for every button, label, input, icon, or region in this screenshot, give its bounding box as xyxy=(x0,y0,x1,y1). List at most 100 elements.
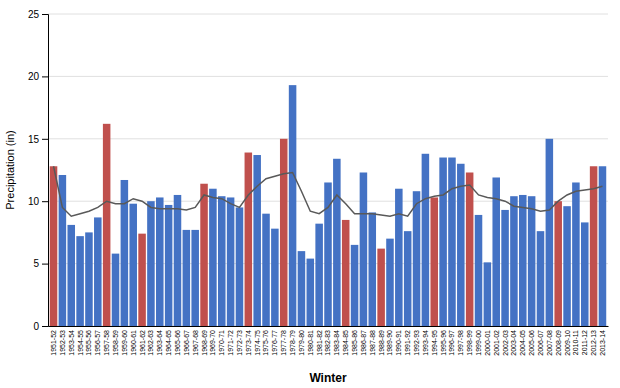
tick-label: 2001-02 xyxy=(493,330,500,356)
tick-label: 1979-80 xyxy=(298,330,305,356)
bar xyxy=(289,85,297,326)
bar xyxy=(245,153,253,326)
tick-label: 1951-52 xyxy=(50,330,57,356)
tick: 1968-69 xyxy=(200,326,207,356)
bar xyxy=(342,220,350,326)
tick-label: 1956-57 xyxy=(94,330,101,356)
tick-label: 1986-87 xyxy=(360,330,367,356)
tick: 1973-74 xyxy=(245,326,252,356)
tick-label: 1954-55 xyxy=(77,330,84,356)
tick: 1997-98 xyxy=(457,326,464,356)
tick-label: 1989-90 xyxy=(386,330,393,356)
tick-label: 2005-06 xyxy=(528,330,535,356)
bar xyxy=(174,195,182,326)
tick: 1990-91 xyxy=(395,326,402,356)
bar xyxy=(315,224,323,326)
tick: 2000-01 xyxy=(484,326,491,356)
tick: 1996-97 xyxy=(448,326,455,356)
bar xyxy=(369,212,377,326)
tick: 1974-75 xyxy=(254,326,261,356)
tick-label: 1980-81 xyxy=(307,330,314,356)
chart: 1951-521952-531953-541954-551955-561956-… xyxy=(0,0,620,388)
tick-mark xyxy=(42,264,48,265)
grid-line xyxy=(48,76,608,77)
tick: 1972-73 xyxy=(236,326,243,356)
bar xyxy=(572,182,580,326)
tick: 1975-76 xyxy=(262,326,269,356)
tick-mark xyxy=(42,326,48,327)
x-axis-title: Winter xyxy=(309,371,347,385)
tick: 1959-60 xyxy=(121,326,128,356)
tick: 2006-07 xyxy=(537,326,544,356)
tick-label: 1978-79 xyxy=(289,330,296,356)
bar xyxy=(422,154,430,326)
tick-label: 1990-91 xyxy=(395,330,402,356)
tick: 1979-80 xyxy=(298,326,305,356)
tick: 1994-95 xyxy=(431,326,438,356)
tick-label: 1962-63 xyxy=(147,330,154,356)
bar xyxy=(209,189,217,326)
bar xyxy=(448,158,456,326)
bar xyxy=(484,262,492,326)
tick: 2011-12 xyxy=(581,326,588,355)
bar xyxy=(386,239,394,326)
tick-label: 1981-82 xyxy=(316,330,323,356)
tick-label: 1991-92 xyxy=(404,330,411,356)
tick: 1989-90 xyxy=(386,326,393,356)
tick-label: 2013-14 xyxy=(599,330,606,356)
tick: 2004-05 xyxy=(519,326,526,356)
bar xyxy=(333,159,341,326)
tick: 1995-96 xyxy=(440,326,447,356)
tick-label: 2008-09 xyxy=(555,330,562,356)
tick-label: 1984-85 xyxy=(342,330,349,356)
bar xyxy=(200,184,208,326)
tick-label: 2006-07 xyxy=(537,330,544,356)
tick-label: 1963-64 xyxy=(156,330,163,356)
bar xyxy=(147,201,155,326)
bar xyxy=(271,229,279,326)
tick-label: 20 xyxy=(28,71,40,82)
trend-line xyxy=(54,166,603,216)
tick: 1967-68 xyxy=(192,326,199,356)
tick: 2008-09 xyxy=(555,326,562,356)
tick: 20 xyxy=(28,71,48,82)
tick-label: 1968-69 xyxy=(200,330,207,356)
bar xyxy=(510,196,518,326)
tick: 1960-61 xyxy=(130,326,137,356)
tick-mark xyxy=(42,14,48,15)
tick: 1977-78 xyxy=(280,326,287,356)
bar xyxy=(528,196,536,326)
tick: 1982-83 xyxy=(324,326,331,356)
tick: 2010-11 xyxy=(572,326,579,355)
tick-label: 1964-65 xyxy=(165,330,172,356)
bar xyxy=(50,166,58,326)
bar xyxy=(413,191,421,326)
tick: 1984-85 xyxy=(342,326,349,356)
tick: 1976-77 xyxy=(271,326,278,356)
bars xyxy=(50,85,606,326)
grid-line xyxy=(48,138,608,139)
y-axis-title: Precipitation (in) xyxy=(4,130,16,209)
tick-label: 1995-96 xyxy=(440,330,447,356)
tick-label: 1983-84 xyxy=(333,330,340,356)
tick: 1991-92 xyxy=(404,326,411,356)
tick-mark xyxy=(42,76,48,77)
tick: 1988-89 xyxy=(378,326,385,356)
bar xyxy=(227,197,235,326)
tick-label: 1972-73 xyxy=(236,330,243,356)
tick: 1958-59 xyxy=(112,326,119,356)
bar xyxy=(404,231,412,326)
grid xyxy=(48,14,608,326)
tick-label: 1999-00 xyxy=(475,330,482,356)
bar xyxy=(430,197,438,326)
tick-label: 1953-54 xyxy=(68,330,75,356)
tick-label: 1996-97 xyxy=(448,330,455,356)
tick: 0 xyxy=(33,321,48,332)
axis-line xyxy=(49,326,609,327)
tick-label: 2010-11 xyxy=(572,330,579,355)
tick: 1952-53 xyxy=(59,326,66,356)
bar xyxy=(112,254,120,326)
tick-label: 1958-59 xyxy=(112,330,119,356)
tick-label: 1975-76 xyxy=(262,330,269,356)
tick: 1969-70 xyxy=(209,326,216,356)
